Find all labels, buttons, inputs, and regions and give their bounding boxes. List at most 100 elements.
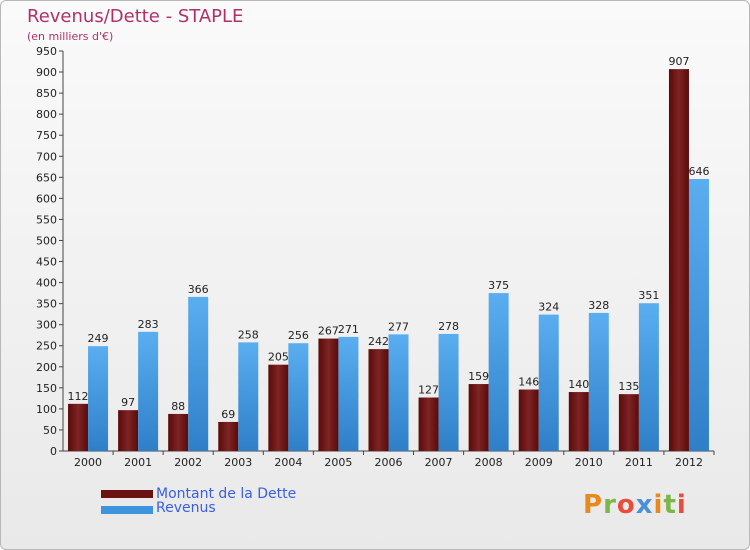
data-label-revenus: 258 (238, 328, 259, 341)
x-tick-label: 2001 (124, 456, 152, 469)
bar-revenus (538, 314, 559, 451)
bar-revenus (688, 179, 709, 451)
chart-title: Revenus/Dette - STAPLE (27, 6, 244, 27)
data-label-dette: 97 (121, 396, 135, 409)
logo-letter: P (583, 490, 604, 520)
legend-swatch-dette (101, 490, 153, 498)
logo-letter: i (653, 490, 664, 520)
x-tick-label: 2007 (425, 456, 453, 469)
data-label-dette: 127 (418, 384, 439, 397)
logo-letter: i (676, 490, 687, 520)
bar-revenus (588, 312, 609, 451)
bar-revenus (88, 346, 109, 451)
bars (68, 69, 709, 452)
data-label-revenus: 324 (538, 301, 559, 314)
logo-letter: o (616, 490, 636, 520)
data-label-revenus: 278 (438, 320, 459, 333)
bar-dette (668, 69, 689, 452)
x-tick-label: 2004 (274, 456, 302, 469)
y-tick-label: 250 (36, 340, 57, 353)
x-tick-label: 2006 (375, 456, 403, 469)
data-label-dette: 267 (318, 325, 339, 338)
data-label-dette: 907 (668, 55, 689, 68)
data-label-revenus: 256 (288, 329, 309, 342)
x-tick-label: 2000 (74, 456, 102, 469)
y-tick-label: 850 (36, 87, 57, 100)
y-tick-label: 550 (36, 213, 57, 226)
bar-revenus (488, 293, 509, 451)
y-tick-label: 0 (50, 445, 57, 458)
y-tick-label: 700 (36, 150, 57, 163)
bar-dette (568, 392, 589, 451)
data-label-revenus: 646 (688, 165, 709, 178)
y-tick-label: 500 (36, 234, 57, 247)
bar-dette (518, 389, 539, 451)
x-tick-label: 2012 (675, 456, 703, 469)
x-tick-label: 2005 (324, 456, 352, 469)
y-tick-label: 750 (36, 129, 57, 142)
data-label-dette: 112 (68, 390, 89, 403)
data-labels: 112 249 97 283 88 366 69 258 205 256 267 271 242 277 1… (68, 55, 710, 421)
bar-dette (68, 403, 89, 451)
x-tick-label: 2010 (575, 456, 603, 469)
bar-revenus (238, 342, 259, 451)
data-label-dette: 242 (368, 335, 389, 348)
data-label-revenus: 328 (588, 299, 609, 312)
bar-dette (368, 349, 389, 451)
x-tick-label: 2011 (625, 456, 653, 469)
y-tick-label: 100 (36, 403, 57, 416)
data-label-dette: 135 (618, 380, 639, 393)
data-label-dette: 140 (568, 378, 589, 391)
y-tick-label: 400 (36, 277, 57, 290)
bar-revenus (338, 336, 359, 451)
y-tick-label: 200 (36, 361, 57, 374)
data-label-revenus: 277 (388, 320, 409, 333)
legend-label-revenus: Revenus (156, 500, 216, 516)
data-label-dette: 88 (171, 400, 185, 413)
y-tick-label: 650 (36, 171, 57, 184)
bar-dette (618, 394, 639, 451)
bar-revenus (188, 296, 209, 451)
legend-label-dette: Montant de la Dette (156, 486, 297, 502)
chart-subtitle: (en milliers d'€) (27, 30, 114, 43)
y-tick-label: 350 (36, 298, 57, 311)
data-label-dette: 205 (268, 351, 289, 364)
y-tick-label: 150 (36, 382, 57, 395)
x-tick-label: 2002 (174, 456, 202, 469)
bar-revenus (138, 331, 159, 451)
x-tick-label: 2009 (525, 456, 553, 469)
y-tick-label: 600 (36, 192, 57, 205)
bar-dette (468, 384, 489, 451)
data-label-revenus: 283 (138, 318, 159, 331)
y-tick-label: 950 (36, 45, 57, 58)
y-tick-label: 900 (36, 66, 57, 79)
data-label-revenus: 366 (188, 283, 209, 296)
bar-dette (418, 397, 439, 451)
x-tick-label: 2003 (224, 456, 252, 469)
y-tick-label: 450 (36, 256, 57, 269)
proxiti-logo: Proxiti (583, 490, 687, 520)
bar-revenus (638, 303, 659, 451)
bar-revenus (388, 334, 409, 451)
logo-letter: t (663, 490, 677, 520)
y-tick-label: 50 (43, 424, 57, 437)
data-label-dette: 146 (518, 376, 539, 389)
logo-letter: x (635, 490, 654, 520)
data-label-revenus: 375 (488, 279, 509, 292)
data-label-revenus: 351 (638, 289, 659, 302)
legend-swatch-revenus (101, 506, 153, 514)
data-label-dette: 69 (221, 408, 235, 421)
bar-dette (168, 413, 189, 451)
x-tick-label: 2008 (475, 456, 503, 469)
bar-revenus (438, 333, 459, 451)
bar-dette (268, 364, 289, 451)
data-label-revenus: 271 (338, 323, 359, 336)
bar-dette (318, 338, 339, 451)
bar-dette (218, 421, 239, 451)
data-label-revenus: 249 (88, 332, 109, 345)
y-tick-label: 800 (36, 108, 57, 121)
logo-letter: r (603, 490, 617, 520)
bar-revenus (288, 343, 309, 451)
